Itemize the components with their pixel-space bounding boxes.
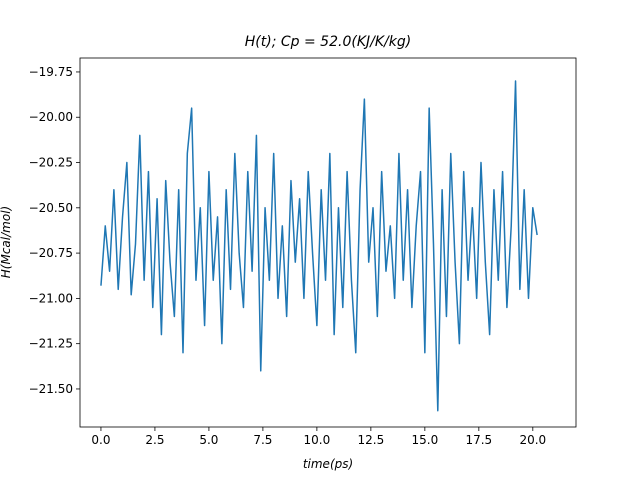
x-tick-label: 12.5 — [358, 433, 385, 447]
y-tick-label: −21.50 — [29, 382, 73, 396]
y-tick-label: −19.75 — [29, 65, 73, 79]
x-tick-label: 15.0 — [411, 433, 438, 447]
x-tick-label: 5.0 — [199, 433, 218, 447]
y-tick-label: −21.00 — [29, 291, 73, 305]
x-tick-label: 20.0 — [519, 433, 546, 447]
x-tick-label: 2.5 — [145, 433, 164, 447]
y-tick-label: −20.25 — [29, 156, 73, 170]
y-axis-label: H(Mcal/mol) — [0, 206, 13, 278]
chart-title: H(t); Cp = 52.0(KJ/K/kg) — [245, 34, 411, 50]
plot-area — [79, 57, 577, 428]
y-tick-label: −20.00 — [29, 110, 73, 124]
y-tick-label: −21.25 — [29, 337, 73, 351]
y-tick-label: −20.75 — [29, 246, 73, 260]
x-tick-label: 0.0 — [91, 433, 110, 447]
x-tick-label: 10.0 — [304, 433, 331, 447]
data-line — [100, 80, 538, 412]
y-tick-label: −20.50 — [29, 201, 73, 215]
x-axis-label: time(ps) — [303, 457, 353, 471]
x-tick-label: 7.5 — [253, 433, 272, 447]
x-tick-label: 17.5 — [465, 433, 492, 447]
